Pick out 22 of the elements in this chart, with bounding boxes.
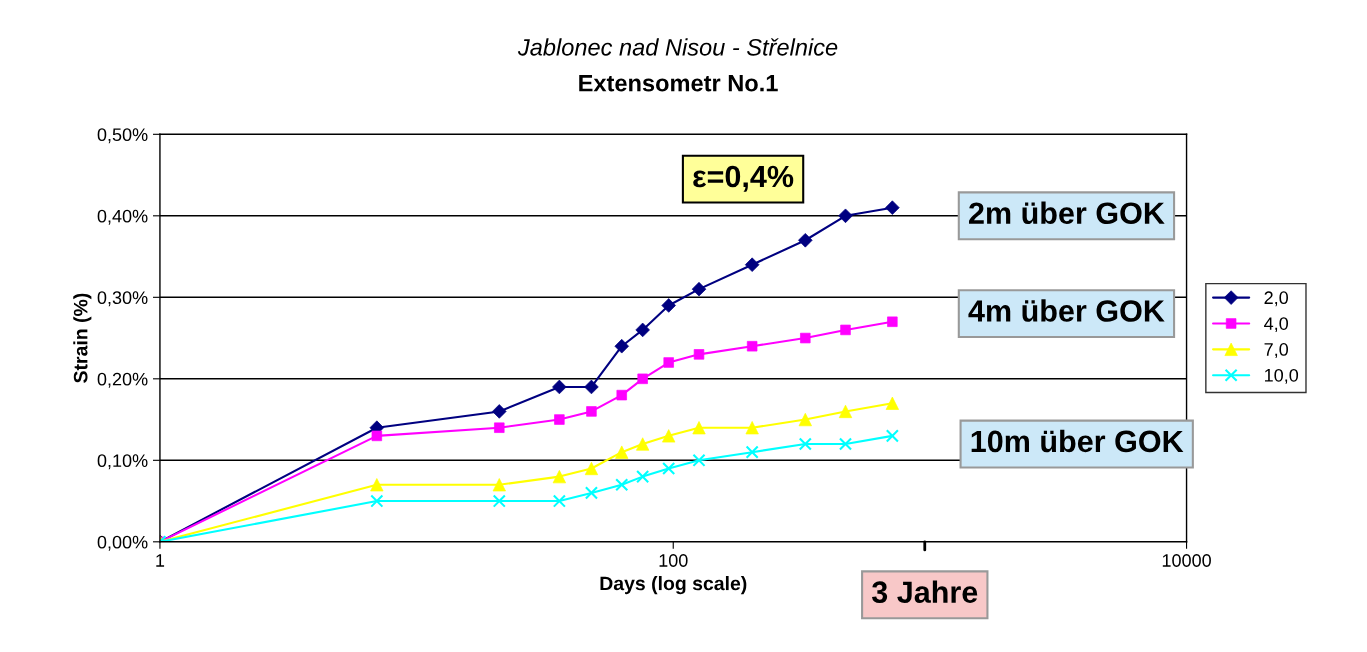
chart-subtitle: Extensometr No.1 [579,75,778,92]
annotation: ε=0,4% [693,165,794,192]
y-tick-label: 0,30% [97,291,148,307]
annotation: 10m über GOK [971,429,1184,453]
y-tick-label: 0,40% [97,209,148,225]
x-tick-label: 100 [659,554,688,567]
x-tick-label: 10000 [1162,554,1211,567]
annotation: 4m über GOK [968,299,1165,322]
y-axis-title: Strain (%) [73,293,92,383]
y-tick-label: 0,20% [97,372,148,388]
annotation: 2m über GOK [969,201,1165,225]
legend-label: 10,0 [1265,368,1299,384]
chart-title: Jablonec nad Nisou - Střelnice [517,38,838,56]
x-axis-title: Days (log scale) [600,576,747,595]
y-tick-label: 0,50% [97,128,148,144]
legend-label: 4,0 [1264,317,1289,333]
y-tick-label: 0,10% [97,454,148,470]
legend-label: 7,0 [1264,343,1289,358]
text: 3 Jahre [871,580,978,604]
y-tick-label: 0,00% [97,535,148,551]
x-tick-label: 1 [156,554,165,567]
legend-label: 2,0 [1264,291,1289,307]
